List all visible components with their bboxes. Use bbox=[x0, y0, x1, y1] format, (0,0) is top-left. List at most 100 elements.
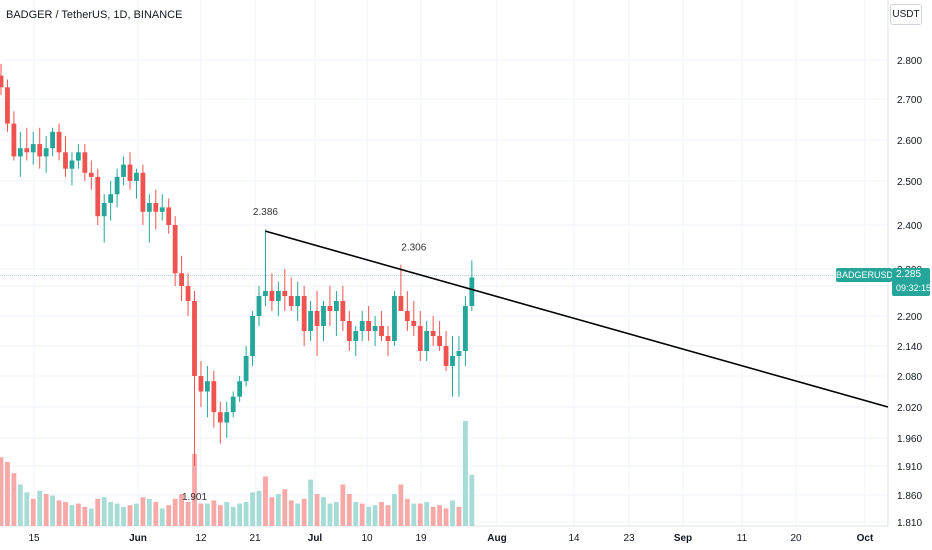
chart-title: BADGER / TetherUS, 1D, BINANCE bbox=[6, 9, 183, 21]
candle-body bbox=[404, 311, 410, 321]
price-axis: 1.810 1.860 1.910 1.960 2.020 2.080 2.140 2.200… bbox=[897, 56, 922, 529]
grid-lines bbox=[0, 0, 888, 526]
price-tick-label: 2.400 bbox=[897, 221, 922, 232]
volume-bar bbox=[295, 503, 301, 526]
volume-bar bbox=[456, 506, 462, 526]
time-tick-label: Jul bbox=[308, 533, 323, 544]
time-tick-label: Jun bbox=[129, 533, 147, 544]
volume-bar bbox=[76, 503, 81, 526]
candle-body bbox=[146, 203, 152, 212]
candle-body bbox=[217, 412, 223, 423]
volume-bar bbox=[185, 502, 191, 526]
volume-bar bbox=[146, 498, 152, 526]
time-tick-label: Sep bbox=[674, 533, 692, 544]
volume-bar bbox=[63, 502, 68, 526]
volume-bar bbox=[88, 508, 94, 526]
volume-bar bbox=[263, 476, 268, 526]
currency-button[interactable]: USDT bbox=[890, 4, 922, 25]
candle-body bbox=[101, 203, 107, 217]
price-annotation: 2.386 bbox=[253, 207, 278, 218]
candle-body bbox=[37, 144, 43, 157]
volume-bar bbox=[121, 506, 126, 526]
price-tick-label: 2.020 bbox=[897, 403, 922, 414]
volume-bar bbox=[69, 505, 75, 526]
candle-body bbox=[5, 87, 10, 124]
volume-bar bbox=[359, 503, 365, 526]
volume-bar bbox=[101, 497, 107, 526]
volume-bar bbox=[450, 500, 455, 526]
volume-bar bbox=[424, 502, 430, 526]
price-tick-label: 2.500 bbox=[897, 177, 922, 188]
time-tick-label: 21 bbox=[249, 533, 261, 544]
candle-body bbox=[0, 75, 4, 88]
candle-body bbox=[301, 296, 307, 331]
volume-bar bbox=[211, 500, 217, 526]
price-tick-label: 1.810 bbox=[897, 518, 922, 529]
candle-body bbox=[243, 356, 249, 382]
volume-bar bbox=[166, 505, 172, 526]
last-price: 2.285 bbox=[896, 269, 922, 280]
candle-body bbox=[398, 296, 404, 311]
candle-body bbox=[250, 316, 255, 356]
volume-bar bbox=[443, 508, 449, 526]
candle-body bbox=[230, 396, 236, 413]
candle-body bbox=[237, 381, 243, 397]
volume-bar bbox=[5, 462, 10, 526]
volume-bar bbox=[334, 502, 339, 526]
volume-bar bbox=[392, 494, 397, 526]
volume-bar bbox=[140, 497, 146, 526]
volume-bar bbox=[82, 506, 88, 526]
volume-bar bbox=[321, 497, 326, 526]
candle-body bbox=[134, 172, 139, 181]
candle-body bbox=[295, 296, 301, 306]
time-tick-label: 15 bbox=[28, 533, 40, 544]
volume-bar bbox=[372, 505, 378, 526]
candle-body bbox=[385, 336, 391, 341]
volume-bar bbox=[127, 505, 133, 526]
candle-body bbox=[63, 152, 68, 169]
time-tick-label: 12 bbox=[195, 533, 207, 544]
volume-bar bbox=[159, 508, 165, 526]
candle-body bbox=[372, 326, 378, 331]
candle-body bbox=[159, 207, 165, 212]
candle-body bbox=[24, 148, 30, 153]
ticker-label: BADGERUSDT bbox=[836, 268, 899, 282]
volume-bar bbox=[172, 498, 178, 526]
candle-body bbox=[43, 148, 49, 157]
candle-body bbox=[308, 311, 313, 331]
candle-body bbox=[456, 351, 462, 356]
candle-body bbox=[275, 291, 281, 301]
price-tick-label: 2.200 bbox=[897, 312, 922, 323]
candle-body bbox=[346, 321, 352, 341]
candle-body bbox=[353, 331, 359, 341]
candle-body bbox=[121, 164, 126, 177]
volume-bar bbox=[308, 479, 313, 526]
candle-body bbox=[30, 144, 36, 153]
volume-bar bbox=[30, 498, 36, 526]
volume-bar bbox=[0, 457, 4, 526]
price-tick-label: 2.140 bbox=[897, 342, 922, 353]
volume-bar bbox=[230, 506, 236, 526]
volume-bar bbox=[275, 494, 281, 526]
candle-body bbox=[17, 148, 23, 157]
volume-bar bbox=[250, 492, 255, 526]
candle-body bbox=[76, 152, 81, 161]
volume-bar bbox=[353, 502, 359, 526]
candle-body bbox=[198, 376, 204, 392]
volume-bar bbox=[198, 503, 204, 526]
candle-body bbox=[430, 331, 436, 336]
candle-body bbox=[379, 326, 384, 336]
volume-bar bbox=[224, 502, 230, 526]
candle-body bbox=[82, 152, 88, 173]
time-tick-label: 20 bbox=[790, 533, 802, 544]
candle-body bbox=[321, 306, 326, 326]
volume-bar bbox=[205, 503, 210, 526]
candle-series bbox=[0, 63, 475, 466]
candle-body bbox=[69, 160, 75, 169]
price-tick-label: 2.700 bbox=[897, 95, 922, 106]
candle-body bbox=[334, 301, 339, 311]
candle-body bbox=[263, 291, 268, 296]
price-tick-label: 2.800 bbox=[897, 56, 922, 67]
candle-body bbox=[88, 172, 94, 177]
